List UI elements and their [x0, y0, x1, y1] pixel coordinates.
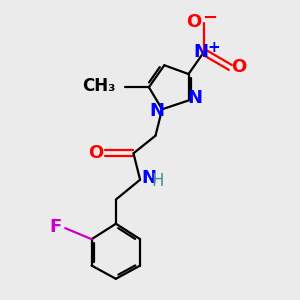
Text: N: N [141, 169, 156, 187]
Text: N: N [149, 103, 164, 121]
Text: +: + [208, 40, 220, 55]
Text: O: O [232, 58, 247, 76]
Text: H: H [152, 172, 164, 190]
Text: O: O [88, 144, 104, 162]
Text: N: N [188, 89, 202, 107]
Text: −: − [202, 9, 217, 27]
Text: O: O [186, 13, 202, 31]
Text: N: N [193, 43, 208, 61]
Text: CH₃: CH₃ [82, 77, 116, 95]
Text: F: F [49, 218, 62, 236]
